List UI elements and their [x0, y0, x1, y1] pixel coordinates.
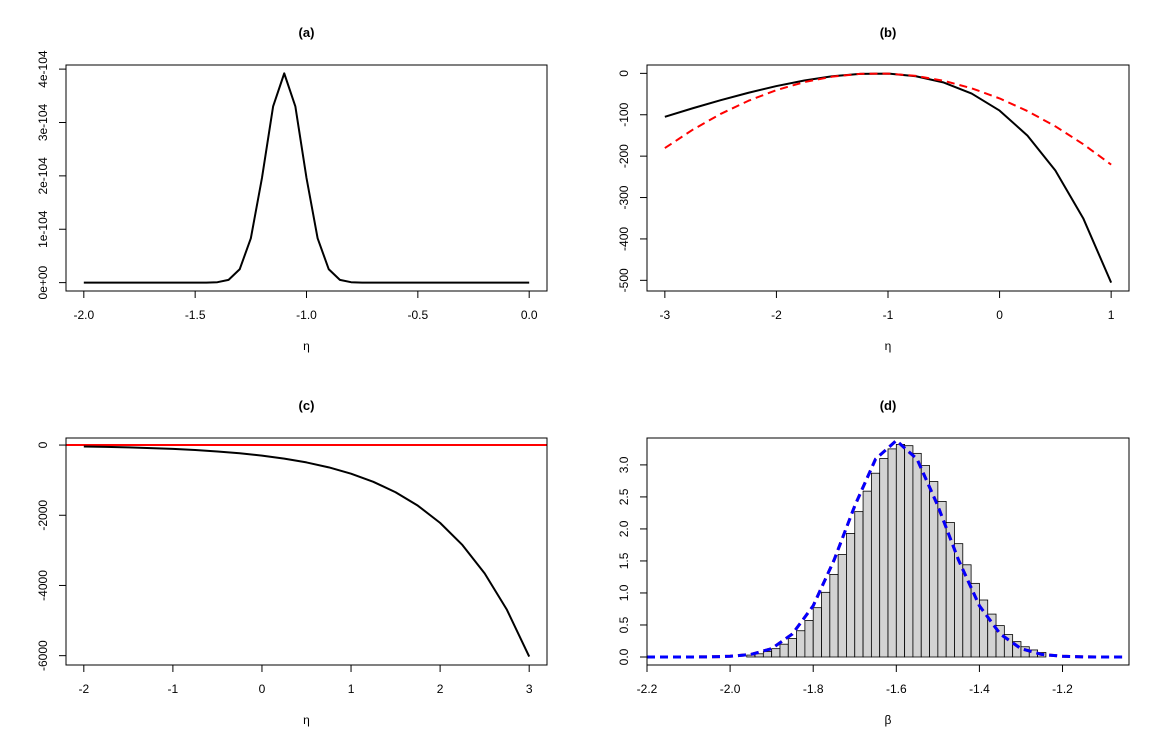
x-tick-label: 0.0 — [521, 308, 538, 322]
x-axis-label: η — [885, 339, 892, 353]
line-series — [647, 439, 1125, 659]
x-tick-label: -2.0 — [73, 308, 94, 322]
histogram-bar — [746, 654, 756, 658]
histogram-bar — [920, 465, 930, 658]
histogram-bar — [879, 458, 889, 658]
x-tick-label: 3 — [526, 682, 533, 696]
panel-title: (b) — [880, 25, 897, 40]
y-tick-label: -4000 — [36, 570, 50, 601]
line-series — [83, 445, 531, 657]
x-tick-label: 2 — [437, 682, 444, 696]
line-series — [83, 72, 530, 284]
line-series — [664, 72, 1112, 166]
x-tick-label: -1.2 — [1052, 682, 1073, 696]
x-tick-label: -2 — [78, 682, 89, 696]
histogram-bar — [804, 620, 814, 658]
y-tick-label: -100 — [617, 102, 631, 126]
x-tick-label: -2.0 — [720, 682, 741, 696]
x-tick-label: -1.8 — [803, 682, 824, 696]
histogram-bar — [912, 452, 922, 658]
y-tick-label: 0e+00 — [36, 265, 50, 299]
x-tick-label: -0.5 — [407, 308, 428, 322]
histogram-bar — [812, 607, 822, 658]
panel-title: (a) — [299, 25, 315, 40]
y-tick-label: 0 — [36, 441, 50, 448]
y-tick-label: 3.0 — [617, 456, 631, 473]
y-tick-label: 0 — [617, 70, 631, 77]
histogram-bar — [787, 638, 797, 658]
histogram-bar — [779, 643, 789, 658]
histogram-bar — [796, 630, 806, 658]
x-axis-label: η — [303, 339, 310, 353]
y-tick-label: -200 — [617, 144, 631, 168]
y-tick-label: 0.5 — [617, 616, 631, 633]
plot-box — [646, 64, 1130, 292]
x-tick-label: -1 — [883, 308, 894, 322]
x-tick-label: -2.2 — [637, 682, 658, 696]
x-tick-label: 1 — [1108, 308, 1115, 322]
histogram-bar — [854, 511, 864, 658]
x-tick-label: -1.6 — [886, 682, 907, 696]
x-tick-label: 0 — [996, 308, 1003, 322]
y-tick-label: -500 — [617, 268, 631, 292]
histogram-bar — [846, 533, 856, 658]
line-series — [664, 72, 1113, 284]
histogram-bar — [837, 554, 847, 658]
x-tick-label: -1.4 — [969, 682, 990, 696]
y-tick-label: 3e-104 — [36, 103, 50, 141]
x-tick-label: -2 — [771, 308, 782, 322]
histogram-bar — [929, 481, 939, 658]
x-tick-label: 0 — [259, 682, 266, 696]
y-tick-label: 2e-104 — [36, 157, 50, 195]
histogram-bar — [945, 522, 955, 658]
y-tick-label: 0.0 — [617, 648, 631, 665]
y-tick-label: -2000 — [36, 500, 50, 531]
histogram-bar — [821, 591, 831, 658]
y-tick-label: -300 — [617, 185, 631, 209]
x-tick-label: -1 — [168, 682, 179, 696]
panel-title: (c) — [299, 398, 315, 413]
x-tick-label: -1.0 — [296, 308, 317, 322]
histogram-bar — [862, 490, 872, 658]
y-tick-label: 1.5 — [617, 552, 631, 569]
panel-title: (d) — [880, 398, 897, 413]
histogram-bar — [771, 648, 781, 658]
plot-box — [65, 437, 548, 666]
histogram-bar — [762, 651, 773, 658]
x-axis-label: β — [885, 713, 892, 727]
histogram-bar — [829, 573, 839, 658]
x-axis-label: η — [303, 713, 310, 727]
y-tick-label: 4e-104 — [36, 50, 50, 88]
y-tick-label: 1e-104 — [36, 210, 50, 248]
y-tick-label: 2.5 — [617, 488, 631, 505]
y-tick-label: -6000 — [36, 640, 50, 671]
y-tick-label: 2.0 — [617, 520, 631, 537]
histogram-bar — [904, 445, 914, 658]
x-tick-label: -1.5 — [185, 308, 206, 322]
histogram-bar — [895, 444, 906, 658]
x-tick-label: 1 — [348, 682, 355, 696]
x-tick-label: -3 — [660, 308, 671, 322]
y-tick-label: 1.0 — [617, 584, 631, 601]
histogram-bar — [870, 472, 881, 658]
histogram-bar — [962, 564, 972, 658]
histogram-bar — [887, 448, 897, 658]
y-tick-label: -400 — [617, 227, 631, 251]
